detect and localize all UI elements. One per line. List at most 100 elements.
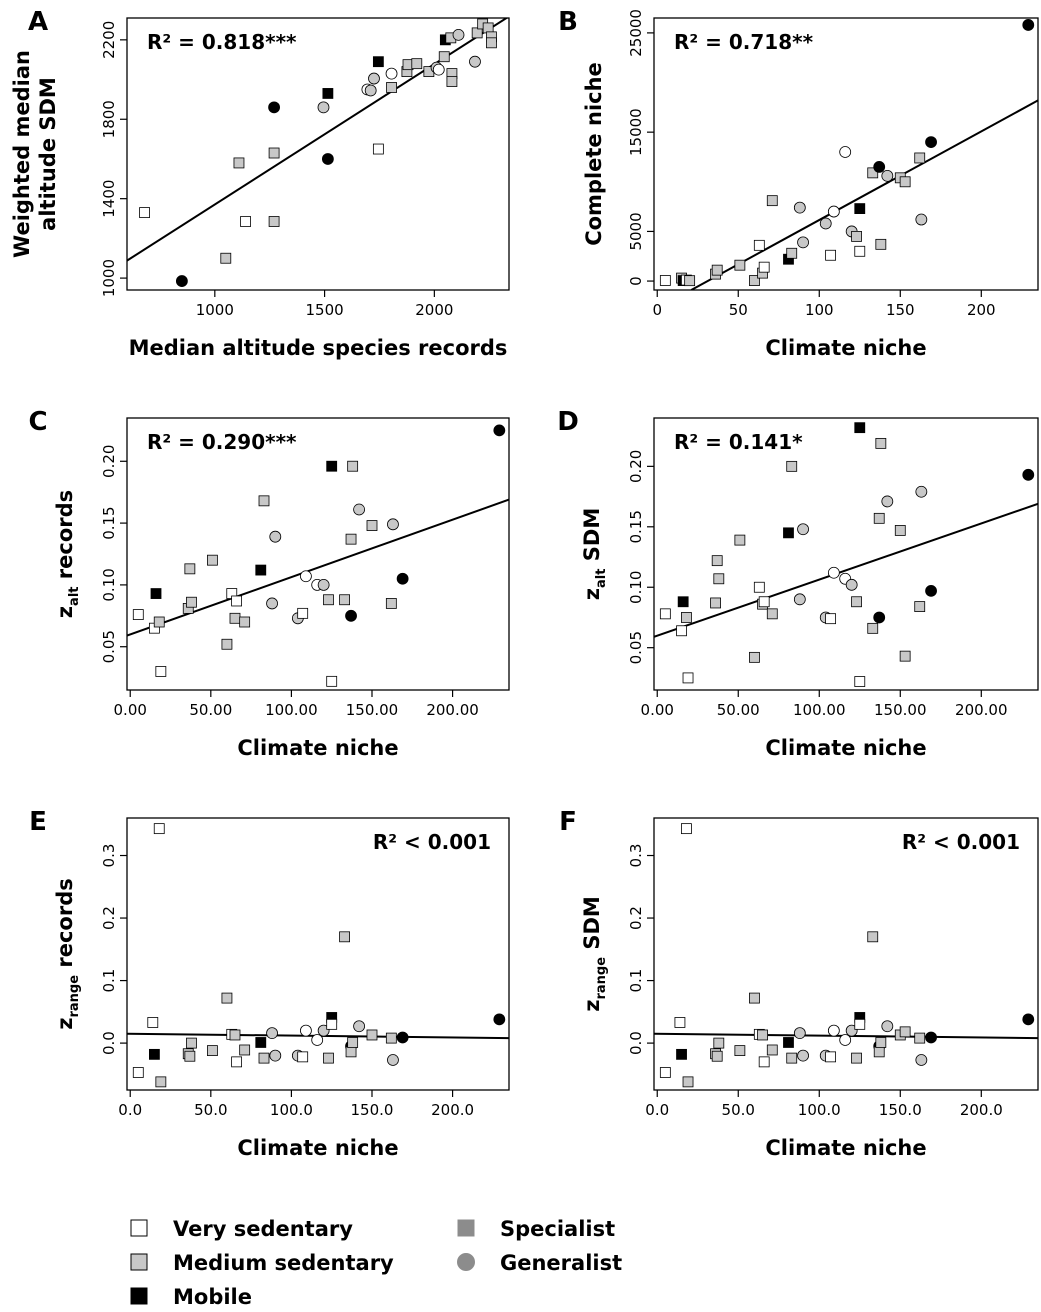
- y-tick-label: 0.05: [627, 631, 645, 664]
- data-point-square: [758, 596, 770, 608]
- y-tick-label: 0.15: [100, 506, 118, 539]
- data-point-square: [753, 581, 765, 593]
- data-point-square: [345, 533, 357, 545]
- data-point-circle: [396, 572, 409, 585]
- x-tick-label: 0.0: [645, 1101, 669, 1119]
- data-point-square: [297, 607, 309, 619]
- data-point-circle: [175, 275, 188, 287]
- y-axis-title: zalt records: [53, 490, 82, 618]
- data-point-square: [734, 534, 746, 546]
- legend-label: Medium sedentary: [173, 1251, 394, 1275]
- data-point-square: [255, 1037, 267, 1048]
- regression-line: [127, 498, 509, 637]
- data-point-square: [854, 245, 866, 257]
- data-point-circle: [881, 169, 894, 182]
- data-point-square: [184, 1050, 196, 1062]
- y-tick-label: 0.05: [100, 630, 118, 663]
- x-tick-label: 2000: [415, 301, 453, 319]
- data-point-circle: [396, 1031, 409, 1044]
- x-tick-label: 1500: [305, 301, 343, 319]
- data-point-square: [207, 1045, 218, 1057]
- data-point-square: [766, 608, 778, 620]
- data-point-square: [231, 1056, 243, 1068]
- data-point-circle: [1022, 1013, 1035, 1026]
- y-tick-label: 15000: [627, 108, 645, 156]
- data-point-square: [411, 58, 423, 70]
- data-point-square: [385, 1032, 397, 1044]
- data-point-square: [867, 931, 879, 943]
- y-tick-label: 0.3: [100, 844, 118, 868]
- data-point-circle: [915, 485, 928, 498]
- x-tick-label: 100.00: [793, 701, 846, 719]
- data-point-square: [155, 1076, 167, 1088]
- data-point-square: [486, 37, 497, 49]
- x-tick-label: 0.0: [118, 1101, 142, 1119]
- x-axis-title: Climate niche: [765, 1136, 926, 1160]
- r-squared-annotation: R² = 0.290***: [147, 430, 297, 454]
- x-tick-label: 50.0: [722, 1101, 755, 1119]
- data-point-circle: [827, 205, 840, 218]
- data-point-circle: [881, 495, 894, 508]
- data-point-square: [268, 147, 280, 159]
- data-point-square: [659, 1067, 671, 1078]
- x-tick-label: 150.0: [879, 1101, 922, 1119]
- data-point-square: [659, 275, 671, 286]
- data-point-circle: [873, 611, 886, 624]
- regression-line: [690, 99, 1038, 290]
- data-point-square: [783, 527, 794, 539]
- data-point-square: [851, 230, 862, 242]
- data-point-square: [149, 1048, 160, 1060]
- data-point-circle: [881, 1020, 894, 1033]
- data-point-square: [734, 259, 746, 271]
- data-point-square: [786, 1052, 798, 1064]
- data-point-circle: [915, 1054, 928, 1066]
- legend-swatch-square: [457, 1219, 475, 1237]
- x-tick-label: 50.00: [717, 701, 760, 719]
- data-point-circle: [493, 424, 506, 437]
- y-axis-title: zrange records: [53, 878, 82, 1029]
- data-point-circle: [493, 1013, 506, 1026]
- data-point-square: [713, 1037, 725, 1049]
- data-point-circle: [266, 1027, 278, 1039]
- data-point-square: [385, 598, 397, 609]
- data-point-circle: [1022, 468, 1035, 481]
- data-point-circle: [266, 597, 278, 610]
- x-tick-label: 200.0: [431, 1101, 474, 1119]
- data-point-circle: [839, 1034, 852, 1046]
- data-point-circle: [793, 201, 806, 214]
- data-point-square: [132, 1067, 144, 1078]
- data-point-square: [786, 247, 798, 259]
- x-axis-title: Climate niche: [765, 736, 926, 760]
- data-point-square: [899, 1026, 911, 1038]
- legend-label: Generalist: [500, 1251, 622, 1275]
- data-point-square: [676, 625, 687, 637]
- y-tick-label: 0.20: [627, 450, 645, 483]
- panel-c: C 0.00 50.00 100.00 150.00 200.00 0.05 0.10 0.15…: [28, 407, 510, 760]
- data-point-square: [749, 275, 760, 286]
- y-tick-label: 1800: [100, 100, 118, 138]
- r-squared-annotation: R² = 0.141*: [674, 430, 803, 454]
- y-tick-label: 0.1: [627, 969, 645, 993]
- data-point-square: [207, 554, 218, 566]
- y-axis-title-subscript: range: [594, 957, 609, 1000]
- data-point-square: [366, 1029, 378, 1041]
- data-point-square: [786, 460, 798, 472]
- data-point-circle: [311, 1034, 324, 1046]
- data-point-square: [757, 1029, 768, 1041]
- data-point-square: [155, 666, 167, 677]
- data-point-square: [323, 594, 334, 606]
- data-point-square: [240, 216, 251, 227]
- data-point-square: [132, 609, 144, 620]
- y-axis-title-rest: records: [53, 490, 77, 587]
- data-point-square: [854, 676, 866, 687]
- x-axis-title: Climate niche: [765, 336, 926, 360]
- data-point-square: [220, 252, 232, 264]
- data-point-square: [711, 555, 723, 567]
- data-point-square: [339, 931, 350, 943]
- data-point-square: [825, 1051, 837, 1063]
- legend: Very sedentary Medium sedentary Mobile Spec…: [130, 1217, 622, 1309]
- plot-frame: [653, 17, 1039, 291]
- y-tick-label: 0.10: [100, 568, 118, 601]
- x-axis-title: Median altitude species records: [129, 336, 508, 360]
- data-point-square: [851, 1052, 862, 1064]
